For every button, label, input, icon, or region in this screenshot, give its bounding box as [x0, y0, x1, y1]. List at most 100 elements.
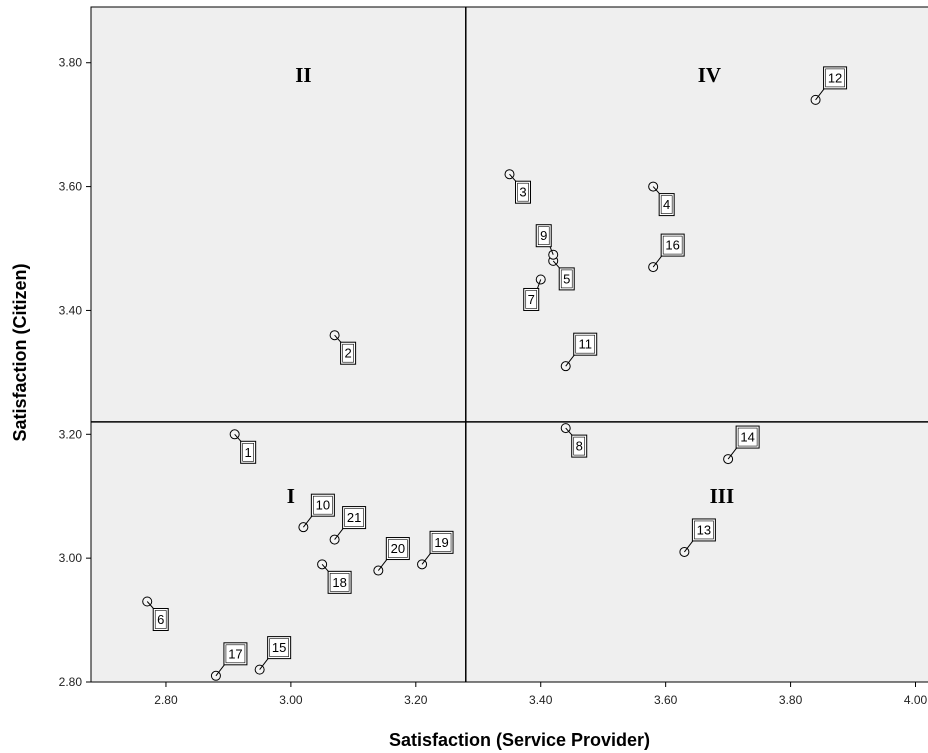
data-point-label-text: 12	[828, 70, 842, 85]
label-box	[267, 636, 292, 660]
data-point-label-text: 8	[576, 439, 583, 454]
label-box	[535, 224, 552, 248]
label-box-inner	[154, 610, 167, 629]
data-point-label-text: 10	[316, 498, 330, 513]
data-point-label: 16	[652, 233, 685, 268]
data-point-label-text: 3	[519, 185, 526, 200]
data-point-label: 5	[552, 260, 575, 291]
label-box-inner	[388, 539, 408, 558]
data-point-label: 18	[321, 564, 352, 594]
label-box-inner	[525, 290, 538, 309]
data-point-label: 17	[215, 642, 248, 677]
data-point-label: 6	[146, 601, 169, 631]
data-point-label-text: 15	[272, 640, 286, 655]
data-point-label-text: 1	[245, 445, 252, 460]
label-box-inner	[694, 520, 714, 540]
x-tick-label: 4.00	[904, 693, 928, 707]
data-point-label-text: 13	[697, 522, 711, 537]
y-tick-label: 3.20	[59, 427, 83, 441]
label-box	[429, 530, 454, 554]
data-point-label: 4	[652, 186, 675, 217]
data-point-label-text: 18	[332, 575, 346, 590]
x-tick-label: 3.80	[779, 693, 803, 707]
x-tick-label: 3.40	[529, 693, 553, 707]
data-point-label-text: 11	[578, 337, 592, 352]
label-box	[515, 180, 531, 204]
quadrant-label: III	[710, 484, 735, 508]
y-axis-ticks: 2.80 3.00 3.20 3.40 3.60 3.80	[59, 56, 91, 689]
label-box	[152, 607, 169, 631]
data-point-label: 7	[523, 279, 542, 311]
label-box	[385, 537, 410, 561]
data-point-label: 2	[334, 334, 357, 365]
y-tick-label: 3.60	[59, 180, 83, 194]
label-box-inner	[575, 334, 596, 354]
data-point-label: 11	[565, 332, 598, 367]
label-box	[660, 233, 685, 257]
label-box-inner	[431, 533, 452, 552]
data-point-label: 13	[683, 518, 716, 553]
data-point-label-text: 17	[228, 646, 242, 661]
data-point-label-text: 16	[665, 238, 679, 253]
label-box-inner	[269, 638, 289, 657]
data-point-label: 12	[815, 66, 848, 101]
data-point-label-text: 5	[563, 271, 570, 286]
data-point-label: 21	[334, 506, 367, 540]
data-points	[142, 94, 821, 681]
label-box	[658, 193, 675, 217]
data-point-label: 8	[565, 427, 588, 458]
x-tick-label: 2.80	[154, 693, 178, 707]
reference-lines	[91, 7, 928, 682]
plot-area	[90, 6, 928, 683]
data-point-label: 10	[302, 493, 335, 528]
label-box	[823, 66, 848, 90]
data-point-label: 9	[535, 224, 554, 255]
data-point-label-text: 4	[663, 197, 670, 212]
x-tick-label: 3.20	[404, 693, 428, 707]
label-box	[223, 642, 248, 666]
x-axis-title: Satisfaction (Service Provider)	[389, 730, 650, 750]
label-box-inner	[329, 573, 350, 592]
label-box-inner	[313, 495, 333, 515]
label-box-inner	[662, 235, 683, 255]
y-tick-label: 3.40	[59, 303, 83, 317]
data-point-label-text: 9	[540, 228, 547, 243]
label-box-inner	[344, 508, 364, 527]
y-tick-label: 3.80	[59, 56, 83, 70]
label-box	[735, 425, 760, 449]
label-box	[340, 341, 357, 365]
label-box-inner	[573, 436, 586, 456]
label-box-inner	[225, 644, 246, 664]
label-box	[310, 493, 335, 517]
y-tick-label: 2.80	[59, 675, 83, 689]
label-box-inner	[517, 182, 529, 202]
label-box-inner	[537, 226, 550, 246]
label-box-inner	[660, 195, 673, 214]
x-tick-label: 3.00	[279, 693, 303, 707]
data-point-label: 1	[234, 433, 257, 464]
data-point-label-text: 7	[528, 292, 535, 307]
data-point-label-text: 20	[391, 541, 405, 556]
data-point-label: 19	[421, 530, 454, 565]
data-point-label-text: 2	[344, 346, 351, 361]
y-tick-label: 3.00	[59, 551, 83, 565]
label-box	[558, 267, 575, 291]
label-box	[523, 287, 540, 311]
data-point-label: 3	[509, 173, 531, 204]
data-point-label: 14	[727, 425, 760, 460]
label-box-inner	[560, 269, 573, 289]
label-box-inner	[737, 427, 758, 447]
y-axis-title: Satisfaction (Citizen)	[10, 263, 30, 441]
quadrant-label: II	[295, 63, 311, 87]
label-box-inner	[825, 68, 845, 88]
label-box	[573, 332, 598, 356]
x-axis-ticks: 2.80 3.00 3.20 3.40 3.60 3.80 4.00	[154, 682, 928, 707]
quadrant-label: I	[287, 484, 295, 508]
label-box	[327, 570, 352, 594]
data-point-label-text: 21	[347, 510, 361, 525]
data-point-label-text: 14	[740, 430, 754, 445]
data-point-label-text: 6	[157, 612, 164, 627]
